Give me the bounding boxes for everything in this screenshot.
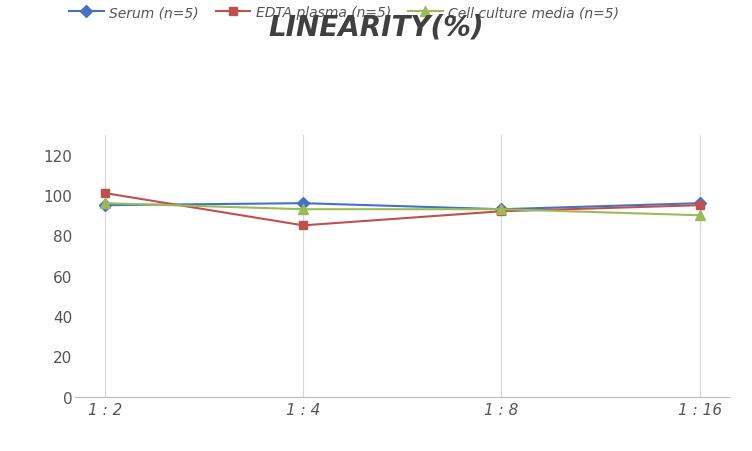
Cell culture media (n=5): [101, 201, 110, 207]
Line: Cell culture media (n=5): Cell culture media (n=5): [100, 199, 705, 221]
Serum (n=5): [695, 201, 704, 207]
Line: EDTA plasma (n=5): EDTA plasma (n=5): [101, 189, 704, 230]
EDTA plasma (n=5): [695, 203, 704, 208]
Legend: Serum (n=5), EDTA plasma (n=5), Cell culture media (n=5): Serum (n=5), EDTA plasma (n=5), Cell cul…: [69, 6, 619, 20]
EDTA plasma (n=5): [497, 209, 506, 215]
Line: Serum (n=5): Serum (n=5): [101, 199, 704, 214]
Cell culture media (n=5): [695, 213, 704, 218]
Cell culture media (n=5): [299, 207, 308, 212]
Text: LINEARITY(%): LINEARITY(%): [268, 14, 484, 41]
Cell culture media (n=5): [497, 207, 506, 212]
EDTA plasma (n=5): [299, 223, 308, 229]
EDTA plasma (n=5): [101, 191, 110, 196]
Serum (n=5): [101, 203, 110, 208]
Serum (n=5): [299, 201, 308, 207]
Serum (n=5): [497, 207, 506, 212]
